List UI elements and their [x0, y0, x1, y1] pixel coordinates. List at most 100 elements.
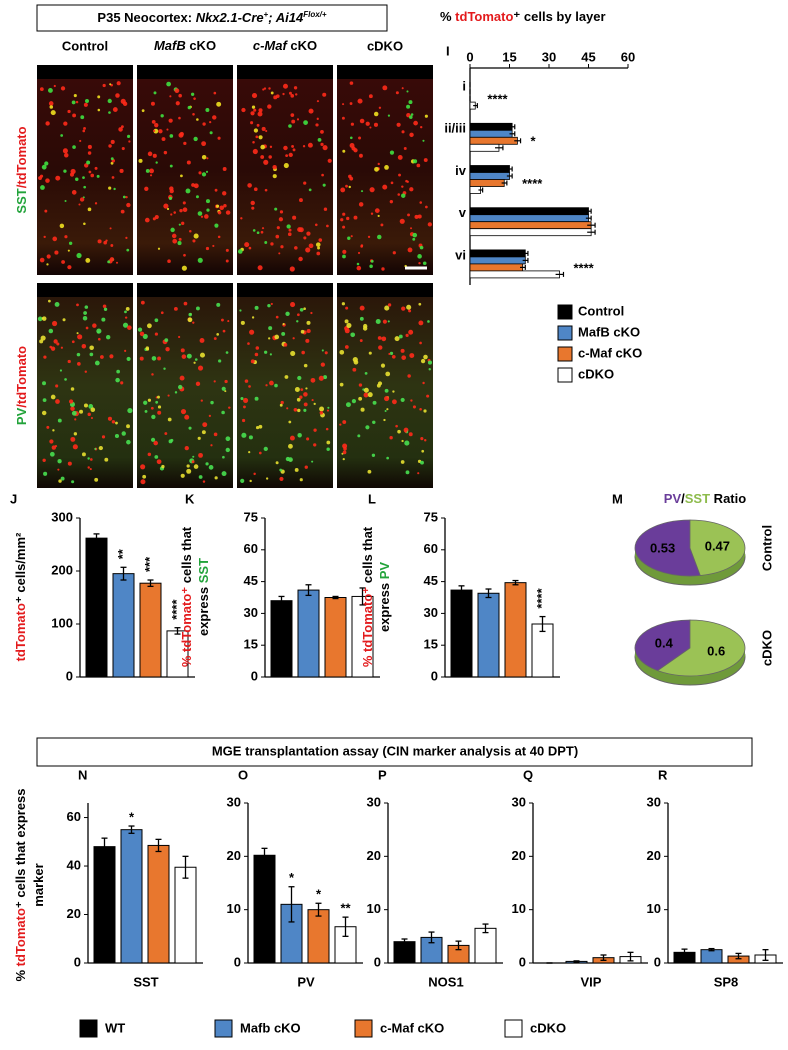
cell [205, 170, 209, 173]
cell [168, 118, 173, 123]
cell [50, 394, 56, 400]
y-axis-label: % tdTomato⁺ cells that [179, 526, 194, 667]
cell [339, 423, 342, 426]
cell [359, 339, 363, 342]
cell [167, 394, 170, 397]
cell [153, 440, 158, 446]
cell [406, 90, 409, 93]
cell [225, 447, 230, 453]
cell [384, 165, 389, 170]
cell [213, 380, 216, 383]
cell [149, 168, 155, 174]
cell [111, 176, 115, 179]
text-part: % tdTomato⁺ [179, 587, 194, 667]
pia-band [137, 283, 233, 297]
bar [477, 592, 500, 678]
bar [469, 207, 589, 216]
cell [154, 332, 158, 336]
cell [360, 407, 365, 412]
cell [303, 307, 306, 311]
cell [295, 93, 298, 96]
cell [164, 432, 168, 435]
cell [90, 416, 94, 420]
cell [57, 468, 60, 471]
cell [268, 337, 271, 340]
cell [342, 443, 348, 449]
cell [386, 408, 389, 411]
cell [351, 399, 357, 404]
legend-swatch [557, 367, 573, 383]
cell [193, 361, 196, 364]
cell [408, 432, 413, 437]
cell [290, 113, 295, 117]
cell [378, 345, 383, 350]
cell [52, 236, 58, 242]
cell [394, 336, 400, 342]
text-part: tdTomato [13, 603, 28, 661]
cell [125, 236, 128, 239]
cell [68, 241, 73, 245]
legend-label: cDKO [530, 1020, 566, 1035]
cell [174, 88, 180, 94]
cell [210, 400, 214, 405]
cell [240, 217, 243, 220]
x-axis-label: NOS1 [428, 974, 463, 989]
panel-letter: E [41, 283, 50, 298]
cell [304, 465, 308, 469]
cell [198, 475, 203, 479]
cell [169, 134, 174, 138]
bar [469, 228, 592, 237]
cell [264, 241, 268, 244]
cell [115, 421, 118, 425]
cell [321, 173, 324, 177]
cell [288, 228, 292, 232]
cell [146, 347, 150, 351]
bar [324, 597, 347, 678]
cell [247, 342, 250, 345]
pia-band [137, 65, 233, 79]
cell [418, 302, 422, 306]
cell [102, 83, 106, 88]
bar [85, 537, 108, 678]
cell [216, 333, 220, 336]
cell [221, 471, 227, 477]
x-axis-label: PV [297, 974, 315, 989]
cell [423, 409, 427, 413]
cell [163, 367, 166, 370]
cell [216, 302, 221, 307]
cell [183, 253, 186, 257]
cell [373, 111, 379, 117]
cell [261, 227, 265, 230]
micrograph [337, 283, 433, 488]
micrograph [237, 283, 333, 488]
text-part: PV [14, 407, 29, 425]
cell [323, 207, 328, 211]
y-tick-label: 100 [51, 615, 73, 630]
cell [267, 303, 271, 308]
cell [254, 396, 259, 401]
cell [303, 363, 308, 368]
cell [191, 183, 195, 187]
cell [122, 101, 128, 106]
cell [161, 464, 165, 469]
cell [289, 266, 295, 272]
bar [469, 270, 560, 279]
cell [84, 163, 89, 168]
cell [315, 123, 319, 127]
cell [317, 246, 321, 250]
cell [213, 91, 217, 95]
cell [201, 141, 207, 147]
cell [85, 326, 89, 330]
y-tick-label: 0 [66, 668, 73, 683]
cell [62, 318, 66, 322]
cell [151, 356, 157, 361]
significance: **** [534, 587, 549, 608]
cell [275, 234, 280, 239]
section-title: MGE transplantation assay (CIN marker an… [212, 743, 578, 758]
cell [94, 202, 98, 205]
cell [377, 214, 380, 218]
cell [296, 320, 299, 323]
text-part: marker [31, 863, 46, 906]
cell [126, 356, 131, 361]
